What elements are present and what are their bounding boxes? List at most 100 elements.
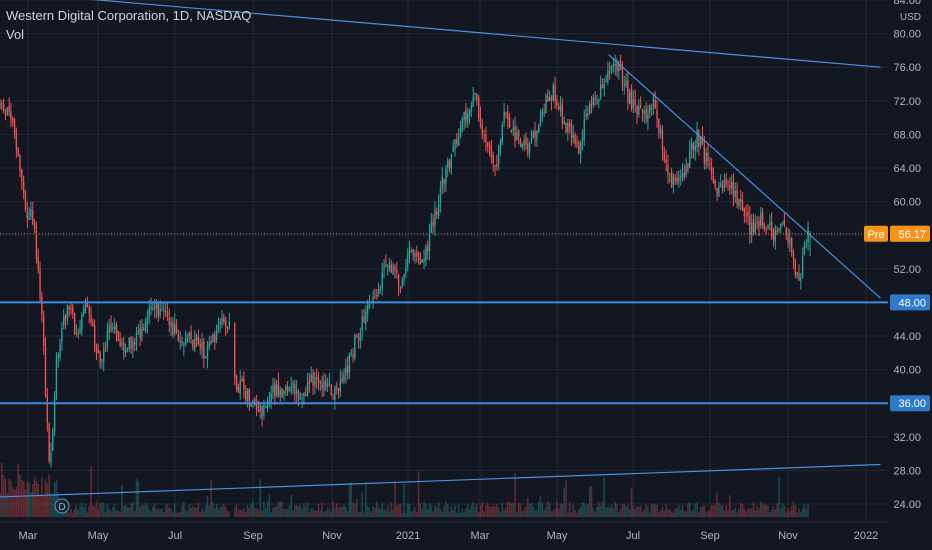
candle-body [508,117,511,128]
volume-bar [419,503,422,517]
candle-body [454,139,456,149]
volume-bar [650,504,653,517]
candle-body [219,322,221,325]
candle-body [234,323,236,378]
candle-body [263,404,265,416]
volume-bar [246,504,249,517]
candle-body [425,246,427,261]
volume-bar [157,508,160,517]
candle-body [665,159,667,164]
volume-bar [381,502,383,517]
price-tick-label: 68.00 [893,129,921,141]
volume-bar [170,508,172,517]
volume-bar [279,501,282,517]
candle-body [763,224,766,229]
candle-body [135,332,138,346]
volume-bar [332,501,334,517]
price-axis[interactable]: 84.0080.0076.0072.0068.0064.0060.0056.00… [893,0,921,511]
candle-body [749,216,751,234]
volume-bar [488,506,491,517]
volume-bar [452,509,454,517]
volume-bar [517,502,520,517]
candle-body [538,125,540,133]
volume-bar [352,502,354,517]
volume-bar [545,506,547,517]
candle-body [143,328,145,330]
candle-body [8,105,10,113]
volume-bar [117,510,120,517]
volume-bar [403,483,405,517]
candle-body [483,133,485,135]
volume-bar [537,501,540,517]
candle-body [275,384,278,398]
candle-body [366,304,369,314]
candle-body [277,382,280,396]
candle-body [22,181,25,194]
candle-body [650,108,653,110]
volume-bar [283,509,285,517]
volume-bar [46,483,49,517]
candle-body [596,102,598,104]
candle-body [77,332,79,335]
volume-bar [783,505,786,517]
candle-body [479,116,482,126]
volume-bar [70,508,72,517]
volume-bar [330,512,333,517]
time-tick-label: May [88,530,109,542]
volume-bar [472,501,474,517]
candle-body [534,131,536,138]
trendlines[interactable] [0,0,888,498]
candle-body [632,98,635,108]
candle-body [190,331,192,339]
candle-body [350,352,352,354]
volume-bar [758,508,760,517]
volume-bar [692,509,695,517]
volume-bar [690,511,693,517]
volume-bar [161,507,163,517]
dividend-marker-icon[interactable] [54,498,70,514]
price-tick-label: 72.00 [893,96,921,108]
candle-body [372,296,374,303]
candle-body [214,334,216,342]
volume-bar [365,482,367,517]
volume-bar [172,512,174,517]
candle-body [290,386,292,392]
volume-bar [30,492,32,517]
volume-bar [587,504,589,517]
volume-bar [436,508,438,517]
candle-body [745,214,747,216]
volume-bar [6,492,9,517]
candle-body [53,396,56,432]
volume-bar [385,511,387,517]
candle-body [75,333,78,335]
volume-bar [423,502,425,517]
volume-bar [628,509,631,517]
volume-bar [13,489,16,517]
volume-bar [348,484,351,517]
volume-bar [667,509,669,517]
volume-bar [641,512,644,517]
volume-bar [1,462,3,517]
candle-body [334,385,336,401]
volume-bar [729,495,731,517]
volume-bar [716,492,718,517]
candle-body [507,111,509,120]
candle-body [519,138,522,147]
candle-body [807,227,809,243]
candle-body [248,388,251,406]
volume-bar [259,479,262,517]
candle-body [760,213,762,226]
candle-body [669,173,671,175]
volume-bar [90,466,92,517]
volume-bar [203,511,205,517]
volume-bar [568,501,571,517]
candle-body [645,108,647,119]
time-axis[interactable]: Mar May Jul Sep Nov 2021 Mar May Jul Sep Nov 2022 [19,530,879,542]
volume-bar [456,512,458,517]
candle-body [583,119,585,140]
candle-body [166,311,169,318]
candle-body [397,274,400,287]
premarket-tag: Pre [867,229,884,241]
volume-bar [749,508,751,517]
